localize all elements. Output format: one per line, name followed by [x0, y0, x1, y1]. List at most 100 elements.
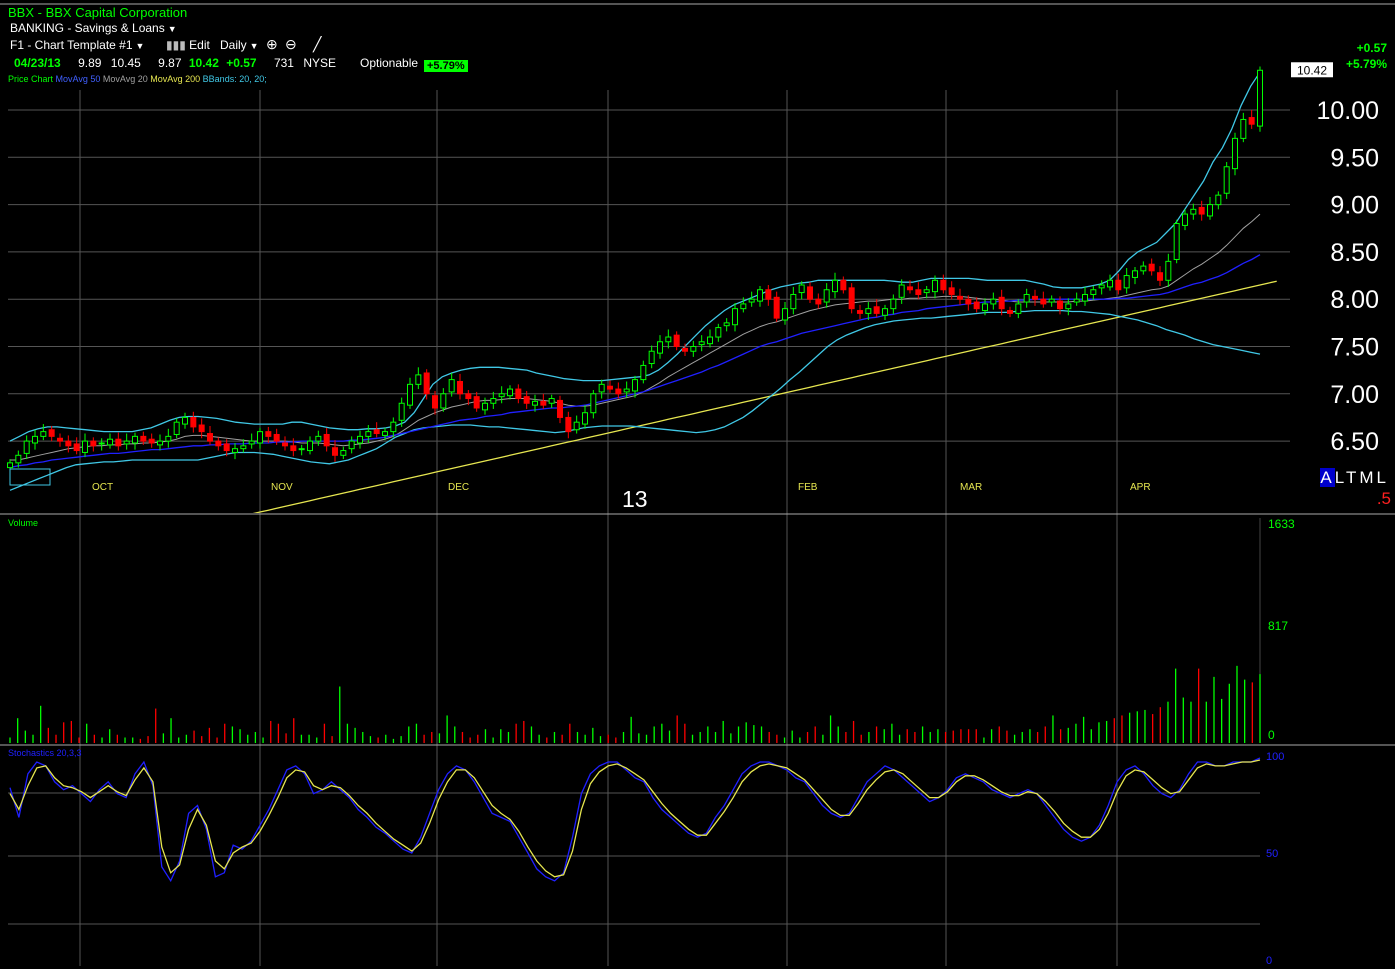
draw-tool-icon[interactable]: ╱	[313, 36, 322, 52]
legend-ma50[interactable]: MovAvg 50	[55, 74, 101, 84]
candle-body	[165, 435, 172, 442]
candle	[998, 289, 1005, 316]
candle	[73, 437, 80, 455]
volume-tick-label: 817	[1268, 619, 1288, 633]
timeframe-selector[interactable]: ALTML	[1320, 468, 1389, 488]
candle-body	[807, 286, 813, 300]
candle	[398, 397, 405, 427]
candle-body	[40, 431, 47, 437]
zoom-in-icon[interactable]: ⊕	[266, 36, 278, 52]
candle-body	[998, 296, 1005, 310]
legend-bbands[interactable]: BBands: 20, 20;	[202, 74, 267, 84]
candle	[15, 450, 22, 468]
symbol-title[interactable]: BBX - BBX Capital Corporation	[8, 5, 188, 20]
candle-body	[790, 293, 797, 310]
candle-body	[1215, 194, 1222, 206]
sector-dropdown[interactable]: BANKING - Savings & Loans ▼	[10, 21, 177, 35]
candle	[223, 439, 230, 457]
candle	[307, 436, 313, 455]
candle-body	[757, 289, 763, 302]
candle-body	[173, 421, 180, 435]
candle	[1207, 197, 1213, 220]
small-red-value: .5	[1376, 489, 1391, 508]
timeframe-t[interactable]: T	[1345, 468, 1360, 487]
candle-body	[315, 435, 322, 442]
candle-body	[898, 284, 905, 298]
candle-body	[223, 443, 230, 452]
candle-body	[573, 421, 580, 431]
candle	[1115, 273, 1122, 295]
candle-body	[415, 374, 422, 385]
candle	[973, 297, 980, 313]
candle	[507, 385, 513, 400]
candle	[1090, 285, 1097, 301]
candle	[1240, 112, 1247, 143]
candle	[48, 425, 55, 442]
candle	[1048, 295, 1055, 307]
candle	[682, 343, 688, 356]
candle	[373, 422, 380, 438]
candle	[1182, 209, 1188, 231]
candle-body	[840, 279, 847, 291]
candle-body	[473, 396, 480, 409]
legend-ma20[interactable]: MovAvg 20	[102, 74, 148, 84]
price-tick-label: 8.50	[1330, 239, 1379, 267]
timeframe-l[interactable]: L	[1334, 468, 1346, 487]
candle	[607, 380, 613, 393]
selection-box	[9, 468, 51, 486]
candle-body	[682, 347, 688, 352]
candle-body	[482, 402, 488, 411]
candle-body	[973, 301, 980, 310]
price-tick-label: 6.50	[1330, 428, 1379, 456]
candle-body	[882, 308, 888, 316]
candle	[65, 435, 72, 453]
timeframe-l2[interactable]: L	[1376, 468, 1389, 487]
timeframe-m[interactable]: M	[1359, 468, 1377, 487]
template-label: F1 - Chart Template #1	[10, 38, 133, 52]
candle-body	[1123, 275, 1130, 289]
zoom-out-icon[interactable]: ⊖	[285, 36, 297, 52]
candle-body	[798, 284, 805, 294]
quote-low: 9.87	[158, 56, 182, 70]
bollinger-bands	[9, 71, 1261, 491]
candle	[673, 331, 680, 351]
bb-lower-line	[9, 309, 1261, 491]
candle	[148, 433, 155, 448]
candle-body	[440, 393, 447, 409]
edit-button[interactable]: ▮▮▮ Edit	[166, 38, 210, 52]
candle-body	[157, 440, 163, 446]
interval-dropdown[interactable]: Daily ▼	[220, 38, 259, 52]
legend-ma200[interactable]: MovAvg 200	[150, 74, 201, 84]
stoch-tick-label: 100	[1266, 751, 1284, 763]
candle	[723, 318, 730, 332]
candle	[1257, 66, 1263, 132]
candle	[498, 386, 505, 404]
legend-price-chart[interactable]: Price Chart	[8, 74, 54, 84]
candle	[1248, 110, 1255, 129]
candle-body	[1182, 213, 1188, 226]
candle-body	[515, 388, 522, 400]
candle-body	[198, 424, 205, 433]
template-dropdown[interactable]: F1 - Chart Template #1 ▼	[10, 38, 144, 52]
candle-body	[1023, 293, 1030, 303]
candle-body	[523, 396, 530, 404]
right-change: +0.57	[1356, 41, 1387, 55]
candle	[523, 390, 530, 409]
candle-body	[1015, 303, 1022, 314]
candle	[215, 437, 222, 451]
candle	[848, 283, 855, 314]
candle-body	[1173, 223, 1180, 260]
candle-body	[207, 433, 213, 442]
candle	[332, 440, 338, 462]
candle-body	[698, 341, 705, 346]
candle	[348, 436, 355, 454]
candle	[548, 394, 555, 408]
volume-title: Volume	[8, 518, 38, 528]
candle	[932, 275, 938, 299]
candle-body	[340, 450, 347, 456]
candle	[1057, 296, 1063, 315]
candle	[132, 432, 138, 450]
timeframe-a[interactable]: A	[1320, 468, 1335, 487]
candle	[557, 395, 563, 424]
